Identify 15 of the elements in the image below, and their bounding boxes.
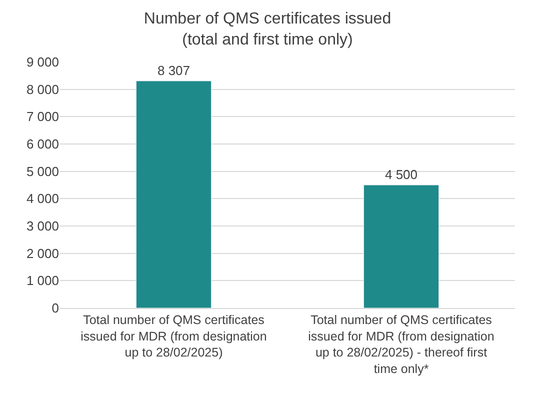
y-tick-label: 0: [52, 300, 59, 316]
y-tick-label: 1 000: [26, 273, 59, 288]
y-tick-label: 6 000: [26, 136, 59, 152]
y-tick-label: 8 000: [26, 82, 59, 97]
y-tick-label: 3 000: [26, 218, 59, 234]
y-tick-label: 2 000: [26, 246, 59, 261]
y-tick-label: 4 000: [26, 191, 59, 206]
y-tick-label: 9 000: [26, 54, 59, 70]
chart-title: Number of QMS certificates issued (total and first time only): [144, 10, 392, 48]
data-label: 4 500: [384, 167, 418, 182]
data-label: 8 307: [157, 62, 190, 78]
x-tick-label: Total number of QMS certificates issued for MDR (from designation up to 28/02/2025): [80, 313, 267, 360]
x-tick-label: Total number of QMS certificates issued for MDR (from designation up to 28/02/2025) - thereof first time only*: [308, 313, 494, 376]
y-tick-label: 5 000: [26, 164, 59, 179]
y-tick-label: 7 000: [26, 109, 59, 124]
